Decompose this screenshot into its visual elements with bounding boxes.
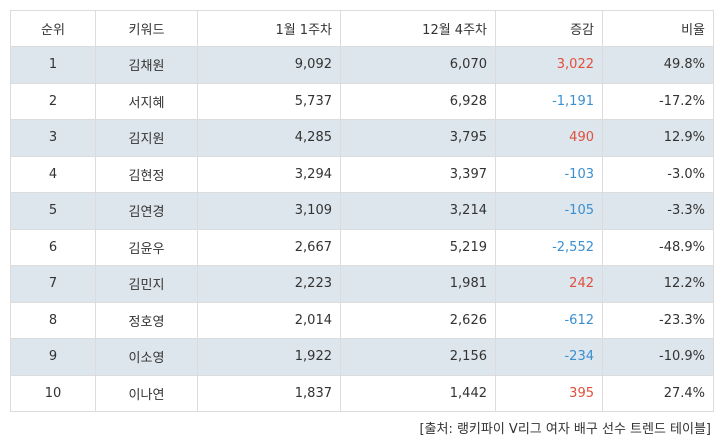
cell-week2: 2,156 <box>340 338 496 376</box>
cell-rate: 27.4% <box>602 374 714 412</box>
table-row: 1 김채원 9,092 6,070 3,022 49.8% <box>10 46 714 84</box>
cell-week1: 2,014 <box>197 301 341 339</box>
cell-week2: 2,626 <box>340 301 496 339</box>
cell-week2: 5,219 <box>340 228 496 266</box>
cell-week1: 2,667 <box>197 228 341 266</box>
cell-keyword: 이나연 <box>95 374 198 412</box>
cell-rate: -3.3% <box>602 192 714 230</box>
cell-rank: 10 <box>10 374 96 412</box>
cell-keyword: 이소영 <box>95 338 198 376</box>
cell-week1: 1,837 <box>197 374 341 412</box>
header-diff: 증감 <box>495 10 603 47</box>
cell-rank: 4 <box>10 155 96 193</box>
header-rate: 비율 <box>602 10 714 47</box>
cell-diff: -105 <box>495 192 603 230</box>
cell-keyword: 김민지 <box>95 265 198 303</box>
cell-week1: 3,294 <box>197 155 341 193</box>
cell-keyword: 서지혜 <box>95 82 198 120</box>
cell-rate: -23.3% <box>602 301 714 339</box>
trend-table: 순위 키워드 1월 1주차 12월 4주차 증감 비율 1 김채원 9,092 … <box>10 10 714 412</box>
cell-diff: -103 <box>495 155 603 193</box>
cell-keyword: 김윤우 <box>95 228 198 266</box>
cell-week2: 1,442 <box>340 374 496 412</box>
cell-week2: 1,981 <box>340 265 496 303</box>
cell-week1: 5,737 <box>197 82 341 120</box>
cell-diff: 3,022 <box>495 46 603 84</box>
cell-week2: 6,070 <box>340 46 496 84</box>
table-row: 8 정호영 2,014 2,626 -612 -23.3% <box>10 301 714 339</box>
cell-diff: -612 <box>495 301 603 339</box>
cell-keyword: 김연경 <box>95 192 198 230</box>
cell-rate: -48.9% <box>602 228 714 266</box>
cell-week2: 3,214 <box>340 192 496 230</box>
cell-week1: 9,092 <box>197 46 341 84</box>
table-row: 9 이소영 1,922 2,156 -234 -10.9% <box>10 338 714 376</box>
cell-diff: 395 <box>495 374 603 412</box>
table-row: 4 김현정 3,294 3,397 -103 -3.0% <box>10 155 714 193</box>
cell-week1: 4,285 <box>197 119 341 157</box>
cell-rate: -3.0% <box>602 155 714 193</box>
cell-week2: 3,397 <box>340 155 496 193</box>
cell-rank: 9 <box>10 338 96 376</box>
cell-keyword: 김지원 <box>95 119 198 157</box>
header-week1: 1월 1주차 <box>197 10 341 47</box>
cell-diff: 490 <box>495 119 603 157</box>
table-header: 순위 키워드 1월 1주차 12월 4주차 증감 비율 <box>10 10 714 47</box>
cell-rate: -10.9% <box>602 338 714 376</box>
cell-rank: 2 <box>10 82 96 120</box>
cell-diff: -2,552 <box>495 228 603 266</box>
cell-rank: 1 <box>10 46 96 84</box>
header-week2: 12월 4주차 <box>340 10 496 47</box>
cell-rank: 8 <box>10 301 96 339</box>
table-row: 2 서지혜 5,737 6,928 -1,191 -17.2% <box>10 82 714 120</box>
cell-keyword: 김현정 <box>95 155 198 193</box>
table-row: 10 이나연 1,837 1,442 395 27.4% <box>10 374 714 412</box>
cell-week1: 3,109 <box>197 192 341 230</box>
table-row: 5 김연경 3,109 3,214 -105 -3.3% <box>10 192 714 230</box>
cell-keyword: 정호영 <box>95 301 198 339</box>
cell-keyword: 김채원 <box>95 46 198 84</box>
trend-table-container: 순위 키워드 1월 1주차 12월 4주차 증감 비율 1 김채원 9,092 … <box>10 10 714 437</box>
cell-week2: 3,795 <box>340 119 496 157</box>
header-row: 순위 키워드 1월 1주차 12월 4주차 증감 비율 <box>10 10 714 47</box>
cell-rank: 6 <box>10 228 96 266</box>
cell-week1: 2,223 <box>197 265 341 303</box>
header-keyword: 키워드 <box>95 10 198 47</box>
cell-week2: 6,928 <box>340 82 496 120</box>
source-caption: [출처: 랭키파이 V리그 여자 배구 선수 트렌드 테이블] <box>419 422 711 437</box>
cell-rank: 7 <box>10 265 96 303</box>
table-row: 7 김민지 2,223 1,981 242 12.2% <box>10 265 714 303</box>
cell-rate: 49.8% <box>602 46 714 84</box>
cell-diff: -1,191 <box>495 82 603 120</box>
cell-rate: 12.9% <box>602 119 714 157</box>
table-row: 3 김지원 4,285 3,795 490 12.9% <box>10 119 714 157</box>
cell-diff: 242 <box>495 265 603 303</box>
cell-week1: 1,922 <box>197 338 341 376</box>
table-body: 1 김채원 9,092 6,070 3,022 49.8% 2 서지혜 5,73… <box>10 46 714 412</box>
cell-rate: -17.2% <box>602 82 714 120</box>
table-row: 6 김윤우 2,667 5,219 -2,552 -48.9% <box>10 228 714 266</box>
cell-diff: -234 <box>495 338 603 376</box>
cell-rank: 5 <box>10 192 96 230</box>
cell-rank: 3 <box>10 119 96 157</box>
header-rank: 순위 <box>10 10 96 47</box>
cell-rate: 12.2% <box>602 265 714 303</box>
